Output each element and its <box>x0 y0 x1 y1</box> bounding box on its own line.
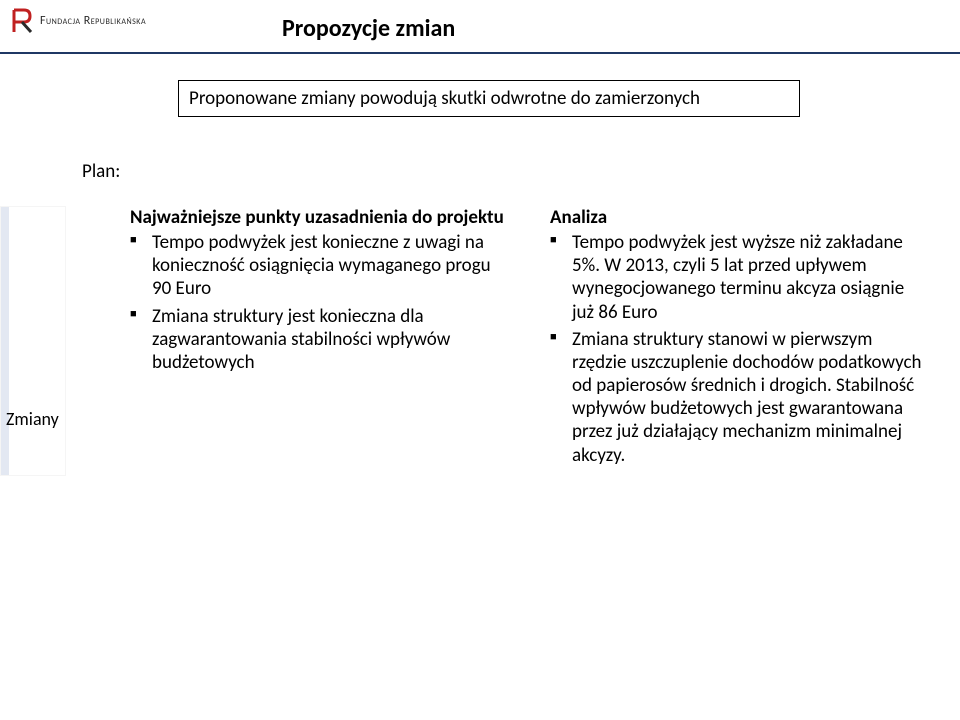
page-title: Propozycje zmian <box>282 14 455 43</box>
list-item: Tempo podwyżek jest konieczne z uwagi na… <box>130 231 510 301</box>
sidebar-inner <box>1 207 65 475</box>
right-column: Analiza Tempo podwyżek jest wyższe niż z… <box>550 206 930 471</box>
right-column-list: Tempo podwyżek jest wyższe niż zakładane… <box>550 231 930 467</box>
list-item: Zmiana struktury stanowi w pierwszym rzę… <box>550 328 930 467</box>
subtitle-box: Proponowane zmiany powodują skutki odwro… <box>178 80 800 117</box>
list-item: Zmiana struktury jest konieczna dla zagw… <box>130 305 510 375</box>
brand-text: Fundacja Republikańska <box>40 14 146 28</box>
brand-logo: Fundacja Republikańska <box>12 8 146 34</box>
plan-label: Plan: <box>82 160 120 183</box>
subtitle-text: Proponowane zmiany powodują skutki odwro… <box>189 87 700 110</box>
content-columns: Najważniejsze punkty uzasadnienia do pro… <box>130 206 930 471</box>
right-column-heading: Analiza <box>550 206 930 229</box>
left-column: Najważniejsze punkty uzasadnienia do pro… <box>130 206 510 471</box>
sidebar-box <box>0 206 66 476</box>
title-underline <box>0 52 960 54</box>
left-column-list: Tempo podwyżek jest konieczne z uwagi na… <box>130 231 510 374</box>
sidebar-label: Zmiany <box>6 408 59 430</box>
left-column-heading: Najważniejsze punkty uzasadnienia do pro… <box>130 206 510 229</box>
list-item: Tempo podwyżek jest wyższe niż zakładane… <box>550 231 930 324</box>
logo-r-icon <box>12 8 34 34</box>
